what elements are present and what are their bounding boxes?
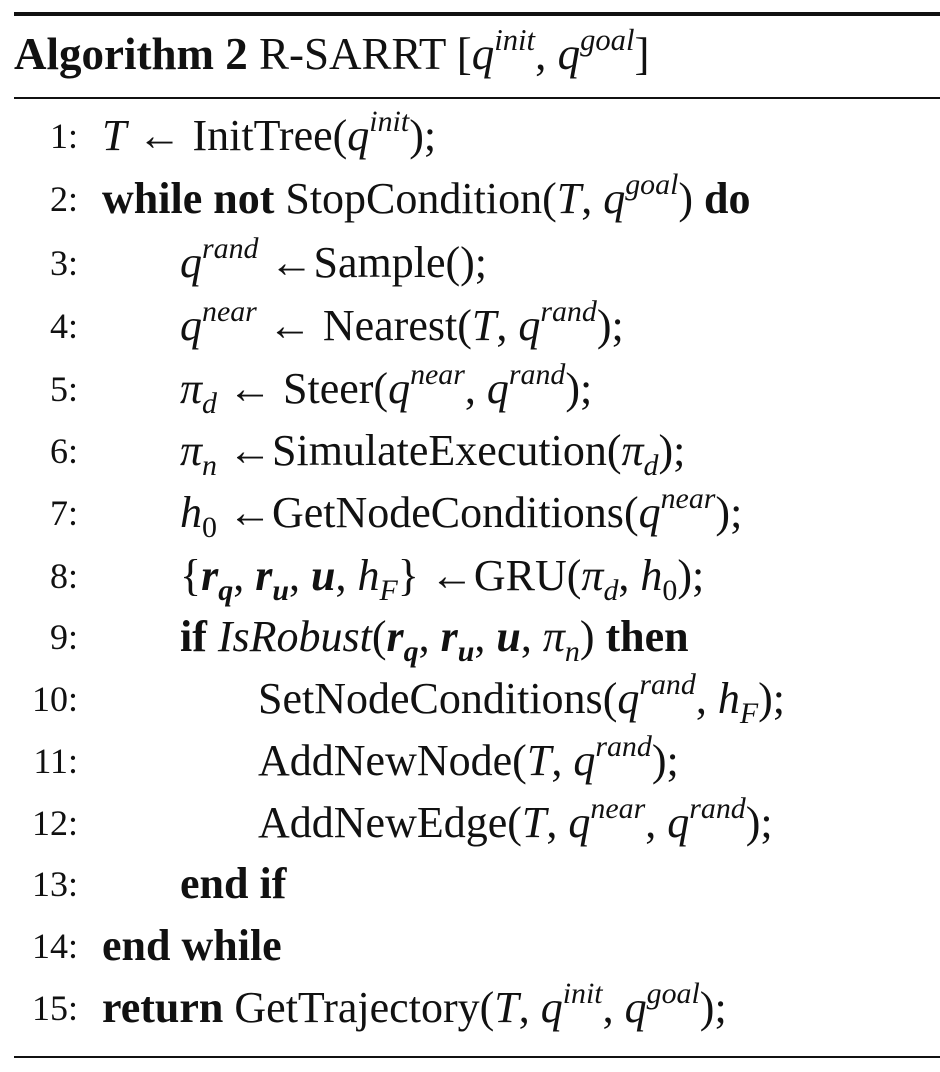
line-number: 9: (49, 617, 78, 657)
function-name: Sample (313, 238, 446, 287)
line-number: 12: (31, 803, 78, 843)
algorithm-caption: Algorithm 2 R-SARRT [qinit, qgoal] (14, 23, 650, 79)
line-number: 14: (31, 926, 78, 966)
function-name: SimulateExecution (272, 426, 607, 475)
function-name: AddNewEdge (258, 798, 508, 847)
line-number: 2: (49, 179, 78, 219)
predicate-name: IsRobust (217, 612, 372, 661)
caption-rule (14, 97, 940, 99)
line-number: 11: (33, 741, 78, 781)
function-name: GRU (473, 551, 567, 600)
line-number: 7: (49, 493, 78, 533)
line-number: 13: (31, 864, 78, 904)
function-name: GetTrajectory (234, 983, 480, 1032)
line-number: 15: (31, 988, 78, 1028)
function-name: InitTree (192, 111, 333, 160)
function-name: SetNodeConditions (258, 674, 603, 723)
function-name: GetNodeConditions (271, 488, 624, 537)
line-number: 8: (49, 556, 78, 596)
line-number: 5: (49, 369, 78, 409)
top-rule (14, 12, 940, 16)
function-name: AddNewNode (258, 736, 513, 785)
function-name: Nearest (322, 301, 458, 350)
function-name: Steer (283, 364, 374, 413)
line-number: 3: (49, 243, 78, 283)
line-number: 4: (49, 306, 78, 346)
bottom-rule (14, 1056, 940, 1058)
function-name: StopCondition (285, 174, 543, 223)
line-number: 1: (49, 116, 78, 156)
line-number: 6: (49, 431, 78, 471)
algorithm-label: Algorithm 2 (14, 29, 248, 79)
line-number: 10: (31, 679, 78, 719)
algorithm-name: R-SARRT (258, 29, 446, 79)
